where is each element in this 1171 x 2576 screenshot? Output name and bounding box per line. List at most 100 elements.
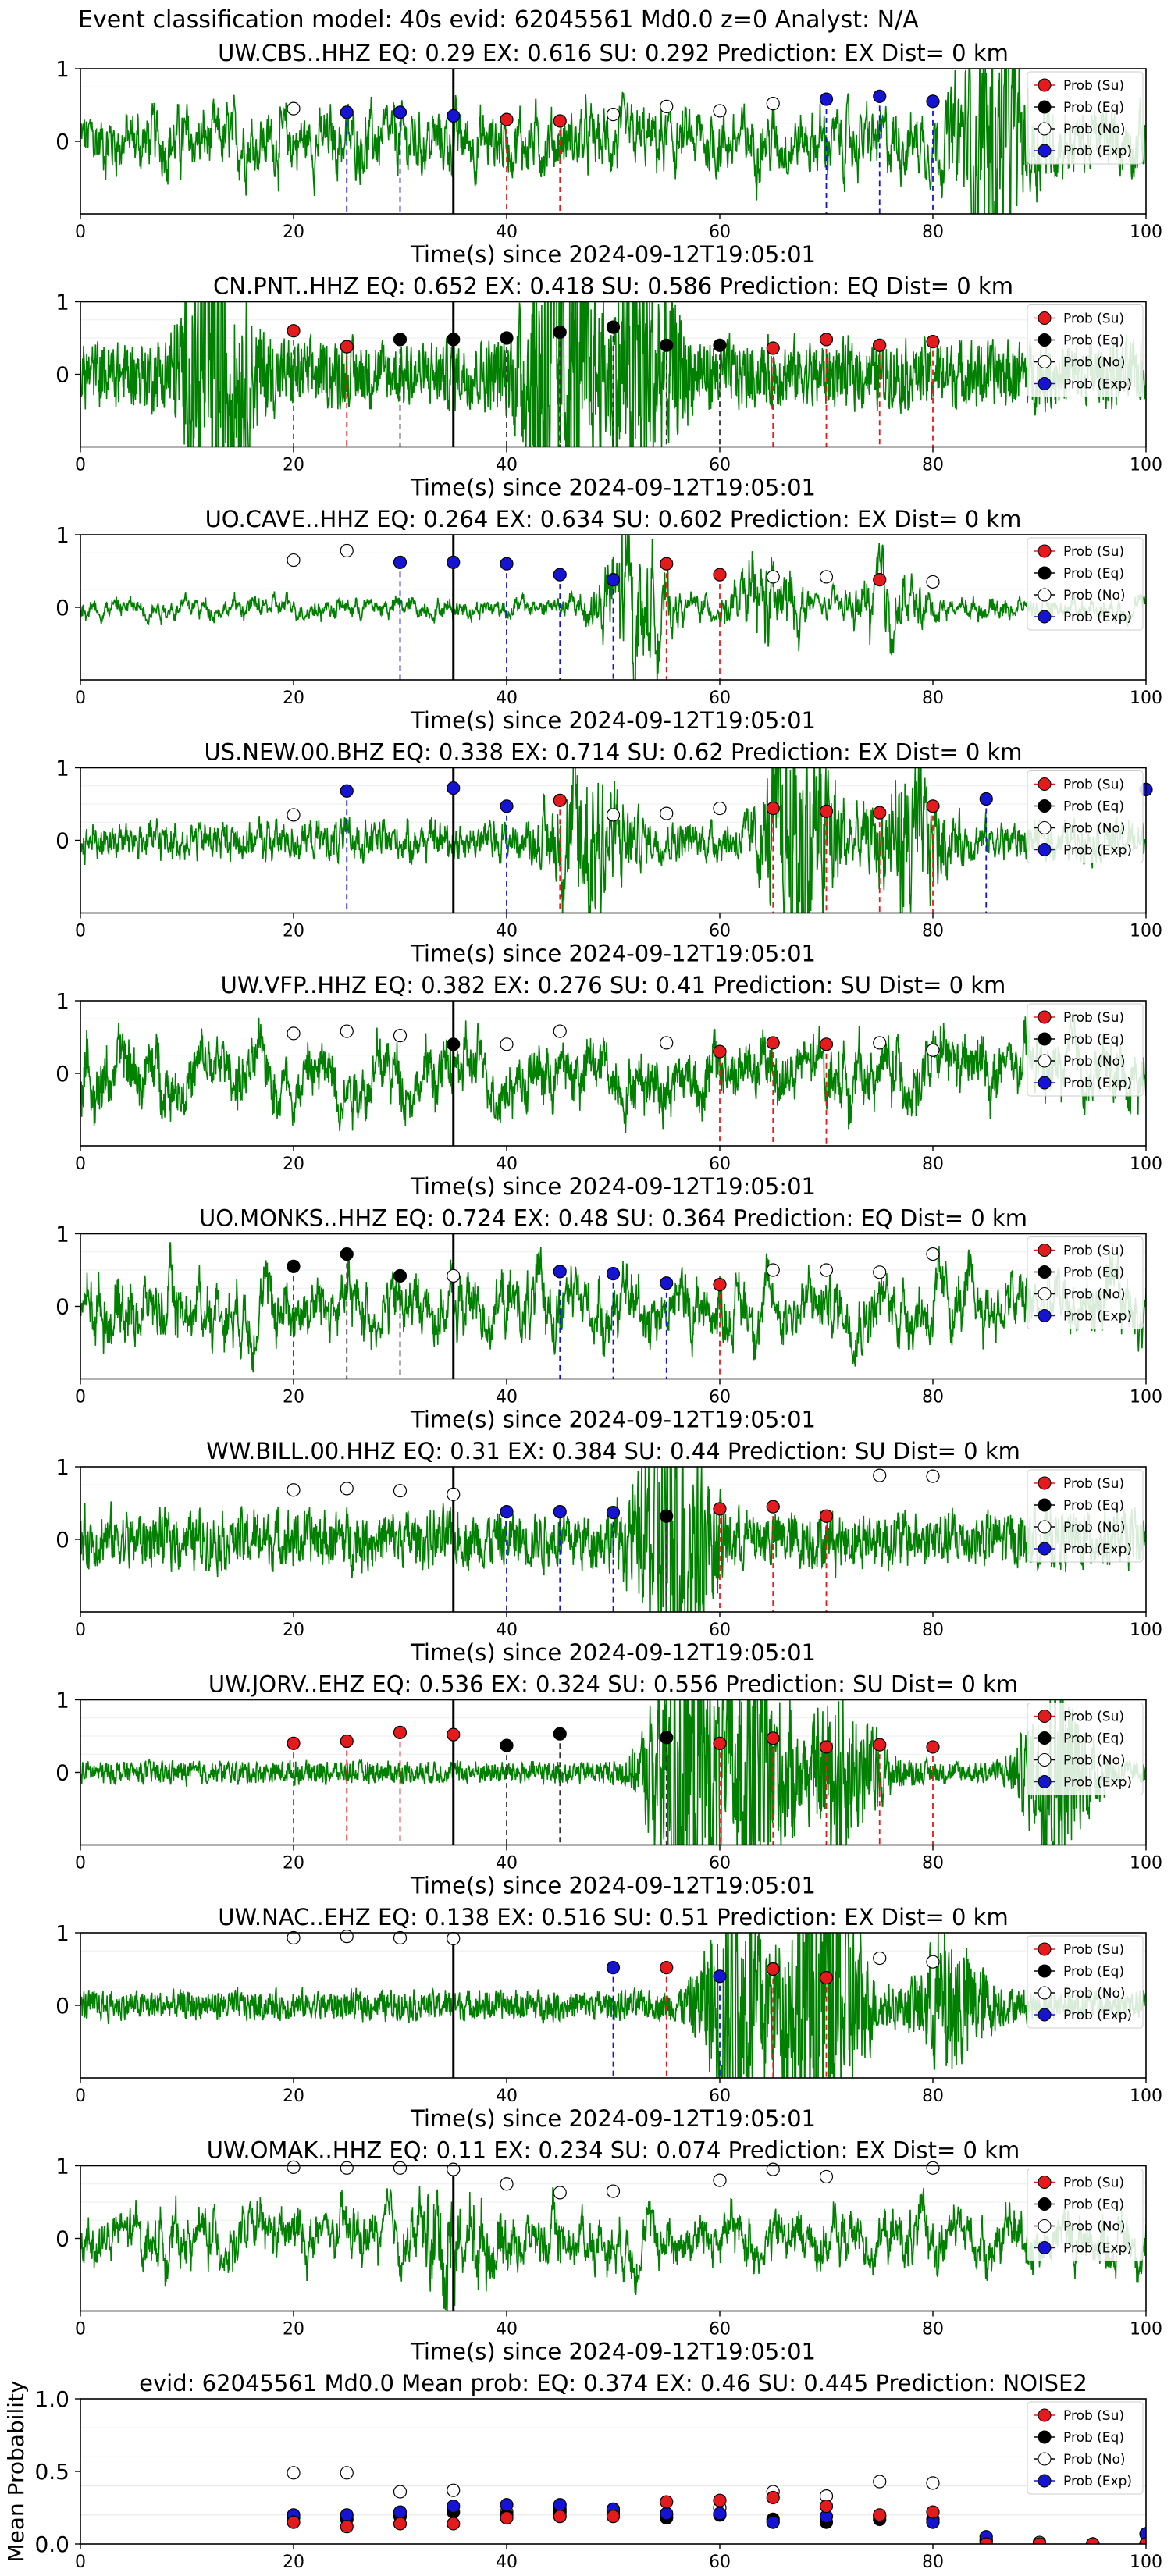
x-tick-label: 40 <box>496 222 518 242</box>
prob-marker-no <box>819 2169 834 2184</box>
panel-title: UO.CAVE..HHZ EQ: 0.264 EX: 0.634 SU: 0.6… <box>205 506 1022 532</box>
x-tick-label: 20 <box>283 1155 304 1174</box>
x-tick-label: 100 <box>1130 1621 1162 1640</box>
panel-title: UW.CBS..HHZ EQ: 0.29 EX: 0.616 SU: 0.292… <box>218 40 1009 66</box>
y-tick-label: 1 <box>55 756 69 781</box>
prob-marker-su <box>766 1962 780 1976</box>
panel-4-legend-marker-su <box>1038 1010 1052 1024</box>
y-tick-label: 0 <box>55 129 69 155</box>
panel-8-legend-label-su: Prob (Su) <box>1063 1942 1124 1958</box>
panel-7-legend-label-su: Prob (Su) <box>1063 1710 1124 1725</box>
x-tick-label: 60 <box>709 2087 731 2106</box>
prob-marker-su <box>766 1500 780 1514</box>
panel-3-legend-marker-eq <box>1038 799 1052 813</box>
y-tick-label: 0 <box>55 828 69 854</box>
prob-marker-su <box>660 1961 674 1975</box>
mean-prob-marker-su <box>819 2500 834 2514</box>
mean-prob-marker-no <box>447 2483 461 2497</box>
prob-marker-su <box>766 1731 780 1745</box>
mean-prob-marker-su <box>393 2517 408 2531</box>
prob-marker-eq <box>553 1727 567 1741</box>
x-axis-label: Time(s) since 2024-09-12T19:05:01 <box>410 475 816 501</box>
prob-marker-no <box>926 1043 940 1057</box>
prob-marker-su <box>713 1502 727 1516</box>
panel-0-legend-marker-exp <box>1038 144 1052 158</box>
prob-marker-su <box>287 324 301 338</box>
x-tick-label: 100 <box>1130 2320 1162 2339</box>
panel-5-legend-marker-exp <box>1038 1309 1052 1322</box>
prob-marker-su <box>713 568 727 582</box>
x-tick-label: 60 <box>709 1621 731 1640</box>
prob-marker-eq <box>606 320 621 334</box>
prob-marker-su <box>553 793 567 807</box>
y-tick-label: 1 <box>55 988 69 1014</box>
prob-marker-eq <box>447 333 461 347</box>
panel-5-legend-marker-su <box>1038 1244 1052 1257</box>
panel-9-legend-marker-su <box>1038 2176 1052 2189</box>
panel-0-legend-label-eq: Prob (Eq) <box>1063 100 1124 116</box>
mean-prob-marker-exp <box>660 2507 674 2521</box>
panel-5-legend-label-eq: Prob (Eq) <box>1063 1265 1124 1281</box>
panel-3-legend-marker-no <box>1038 821 1052 834</box>
prob-marker-no <box>287 1930 301 1945</box>
x-tick-label: 60 <box>709 222 731 242</box>
x-tick-label: 80 <box>922 1388 944 1407</box>
panel-8-legend-label-eq: Prob (Eq) <box>1063 1964 1124 1980</box>
x-tick-label: 80 <box>922 222 944 242</box>
panel-4-legend-marker-no <box>1038 1054 1052 1068</box>
x-tick-label: 40 <box>496 1155 518 1174</box>
x-tick-label: 80 <box>922 922 944 941</box>
panel-2-legend-label-exp: Prob (Exp) <box>1063 610 1132 625</box>
panel-1-legend-box <box>1027 304 1144 397</box>
panel-7: UW.JORV..EHZ EQ: 0.536 EX: 0.324 SU: 0.5… <box>55 1671 1162 1899</box>
y-tick-label: 0 <box>55 362 69 388</box>
prob-marker-no <box>606 107 621 122</box>
mean-prob-marker-exp <box>393 2505 408 2519</box>
panel-5-legend-box <box>1027 1236 1144 1329</box>
panel-title: UW.NAC..EHZ EQ: 0.138 EX: 0.516 SU: 0.51… <box>218 1904 1008 1930</box>
x-axis-label: Time(s) since 2024-09-12T19:05:01 <box>410 2105 816 2132</box>
prob-marker-su <box>766 341 780 355</box>
panel-3-legend-label-su: Prob (Su) <box>1063 777 1124 793</box>
y-tick-label: 1 <box>55 522 69 548</box>
prob-marker-no <box>393 1930 408 1945</box>
x-tick-label: 0 <box>75 1621 86 1640</box>
prob-marker-su <box>393 1725 408 1739</box>
x-tick-label: 60 <box>709 1155 731 1174</box>
panel-7-legend-label-exp: Prob (Exp) <box>1063 1775 1132 1791</box>
prob-marker-eq <box>287 1259 301 1273</box>
panel-9-legend-box <box>1027 2169 1144 2261</box>
x-tick-label: 80 <box>922 456 944 475</box>
x-tick-label: 40 <box>496 922 518 941</box>
panel-title: US.NEW.00.BHZ EQ: 0.338 EX: 0.714 SU: 0.… <box>204 739 1022 766</box>
prob-marker-no <box>553 1024 567 1038</box>
prob-marker-no <box>926 1469 940 1483</box>
x-tick-label: 0 <box>75 2320 86 2339</box>
panel-10-legend-label-su: Prob (Su) <box>1063 2408 1124 2424</box>
panel-10-legend-label-exp: Prob (Exp) <box>1063 2474 1132 2489</box>
prob-marker-no <box>873 1468 887 1482</box>
prob-marker-no <box>660 1036 674 1050</box>
panel-title: CN.PNT..HHZ EQ: 0.652 EX: 0.418 SU: 0.58… <box>213 273 1013 300</box>
panel-0-legend-label-su: Prob (Su) <box>1063 78 1124 94</box>
prob-marker-su <box>340 1734 354 1749</box>
x-tick-label: 40 <box>496 1621 518 1640</box>
panel-2-legend-label-no: Prob (No) <box>1063 588 1126 603</box>
y-tick-label: 0.5 <box>34 2459 69 2485</box>
x-tick-label: 60 <box>709 2320 731 2339</box>
panel-2-legend-marker-su <box>1038 544 1052 558</box>
panel-7-legend-box <box>1027 1703 1144 1795</box>
x-axis-label: Time(s) since 2024-09-12T19:05:01 <box>410 1407 816 1433</box>
prob-marker-eq <box>553 325 567 340</box>
prob-marker-su <box>713 1044 727 1059</box>
panel-title: UW.JORV..EHZ EQ: 0.536 EX: 0.324 SU: 0.5… <box>208 1671 1018 1698</box>
mean-prob-marker-exp <box>340 2508 354 2522</box>
panel-9-legend-label-su: Prob (Su) <box>1063 2176 1124 2191</box>
prob-marker-no <box>713 801 727 816</box>
prob-marker-su <box>340 340 354 354</box>
mean-prob-marker-exp <box>713 2507 727 2521</box>
prob-marker-eq <box>447 1037 461 1051</box>
panel-7-legend-marker-eq <box>1038 1731 1052 1745</box>
prob-marker-su <box>287 1736 301 1750</box>
panel-6-legend-box <box>1027 1469 1144 1563</box>
